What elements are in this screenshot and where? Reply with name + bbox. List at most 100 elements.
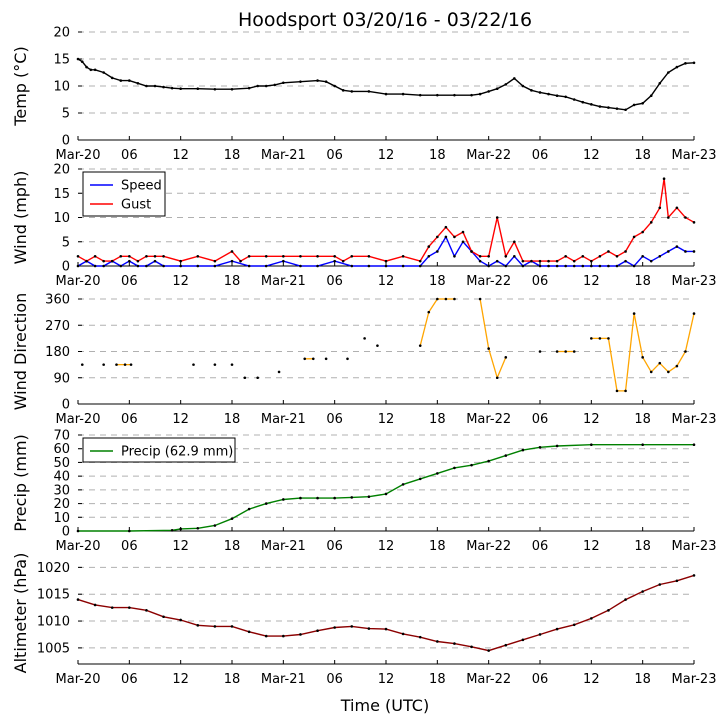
panel-temp: 0 5 10 15 20 Mar-20 06 12 18 Mar-21 06 12 18 Mar-22 06… (11, 26, 716, 164)
data-point (93, 264, 97, 268)
data-point (632, 264, 636, 268)
series-segment (659, 362, 669, 373)
data-point (487, 254, 490, 258)
data-point (363, 337, 366, 340)
x-tick-label: Mar-22 (466, 672, 511, 687)
data-point (350, 264, 354, 268)
data-point (649, 259, 653, 263)
x-tick-label: Mar-20 (56, 672, 101, 687)
data-point (667, 370, 670, 374)
data-point (350, 625, 354, 628)
x-tick-label: 06 (121, 539, 138, 554)
data-point (607, 264, 610, 268)
panel-direction: 0 90 180 270 360 Mar-20 06 12 18 Mar-21 06 12 18 Mar-… (11, 293, 716, 428)
x-tick-label: 18 (634, 148, 651, 163)
data-point (401, 483, 405, 486)
x-tick-label: 18 (429, 672, 446, 687)
data-point (401, 632, 405, 636)
data-point (102, 264, 105, 268)
data-point (504, 254, 508, 258)
data-point (470, 463, 473, 467)
data-point (128, 529, 131, 533)
data-point (615, 107, 619, 110)
x-tick-label: 06 (532, 412, 549, 427)
data-point (470, 645, 473, 649)
x-tick-label: 18 (224, 148, 241, 163)
data-point (316, 264, 319, 268)
data-point (572, 98, 576, 101)
data-point (624, 259, 627, 263)
x-tick-label: Mar-21 (261, 412, 306, 427)
legend-label: Speed (121, 179, 162, 194)
data-point (179, 87, 182, 90)
data-point (649, 94, 653, 98)
data-point (684, 350, 687, 353)
data-point (282, 259, 285, 263)
x-tick-label: 12 (583, 274, 600, 289)
data-point (521, 84, 525, 88)
data-point (658, 206, 662, 210)
data-point (692, 250, 696, 253)
y-tick-label: 5 (62, 107, 70, 122)
x-tick-label: Mar-21 (261, 148, 306, 163)
x-tick-label: 06 (532, 274, 549, 289)
y-tick-label: 20 (53, 163, 70, 178)
data-point (213, 87, 217, 91)
data-point (658, 82, 662, 85)
data-point (162, 254, 165, 258)
x-tick-label: 12 (583, 539, 600, 554)
data-point (110, 259, 114, 263)
data-point (316, 79, 319, 82)
data-point (487, 264, 490, 268)
data-point (547, 264, 550, 268)
data-point (564, 350, 567, 353)
x-tick-label: 06 (326, 274, 343, 289)
data-point (128, 79, 131, 82)
data-point (102, 259, 105, 263)
data-point (282, 634, 285, 638)
data-point (299, 80, 302, 83)
data-point (128, 606, 131, 609)
data-point (170, 86, 174, 90)
x-tick-label: 18 (634, 412, 651, 427)
y-tick-label: 1005 (37, 641, 70, 656)
data-point (641, 101, 644, 105)
data-point (495, 259, 499, 263)
y-tick-label: 90 (53, 371, 70, 386)
data-point (333, 254, 336, 258)
data-point (401, 254, 405, 258)
data-point (444, 235, 448, 239)
data-point (692, 221, 696, 224)
x-tick-label: Mar-22 (466, 539, 511, 554)
x-tick-label: Mar-22 (466, 412, 511, 427)
data-point (598, 105, 602, 108)
series-segment (633, 313, 644, 358)
data-point (564, 95, 567, 99)
data-point (282, 254, 285, 258)
data-point (76, 264, 80, 268)
series-segment (667, 365, 678, 373)
data-point (256, 376, 259, 380)
data-point (145, 254, 148, 258)
data-point (192, 363, 195, 366)
y-tick-label: 0 (62, 525, 70, 540)
data-point (136, 259, 140, 263)
y-axis-label: Altimeter (hPa) (11, 553, 30, 674)
y-tick-label: 60 (53, 442, 70, 457)
data-point (299, 254, 302, 258)
y-tick-label: 30 (53, 483, 70, 498)
data-point (316, 254, 319, 258)
x-tick-label: 06 (326, 539, 343, 554)
data-point (196, 87, 200, 90)
data-point (418, 635, 422, 639)
data-point (85, 65, 88, 69)
data-point (624, 108, 627, 112)
data-point (538, 350, 542, 353)
series-segment (642, 357, 652, 373)
x-tick-label: 06 (121, 148, 138, 163)
series-segment (676, 351, 687, 367)
data-point (662, 177, 666, 180)
y-tick-label: 0 (62, 134, 70, 149)
data-point (521, 264, 525, 268)
data-point (461, 240, 465, 244)
